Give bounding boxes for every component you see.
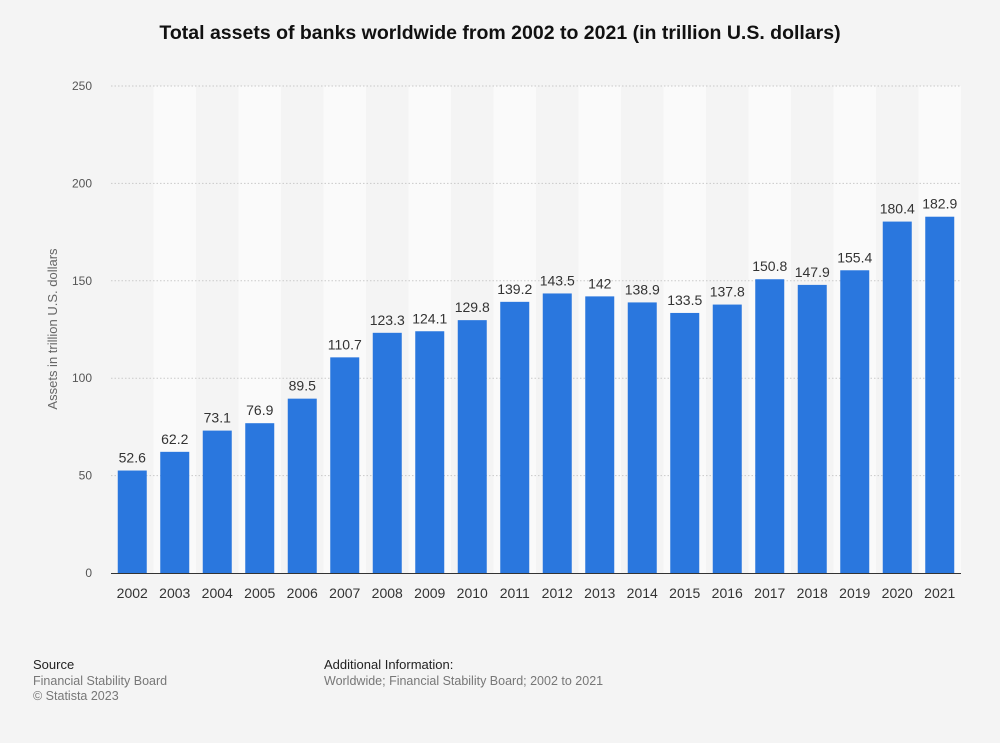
source-heading: Source: [33, 657, 75, 672]
bar-2009: [415, 331, 445, 573]
x-tick-label: 2004: [202, 585, 233, 601]
bar-2008: [372, 332, 402, 573]
x-tick-label: 2018: [797, 585, 828, 601]
x-tick-label: 2014: [627, 585, 658, 601]
x-tick-label: 2016: [712, 585, 743, 601]
bar-2002: [117, 470, 147, 573]
y-tick-label: 100: [72, 371, 92, 385]
chart-title: Total assets of banks worldwide from 200…: [159, 22, 841, 44]
bar-2016: [712, 304, 742, 573]
bar-value-label: 137.8: [710, 284, 745, 300]
x-tick-label: 2020: [882, 585, 913, 601]
bar-2021: [925, 216, 955, 573]
bar-2013: [585, 296, 615, 573]
x-tick-label: 2003: [159, 585, 190, 601]
x-tick-label: 2005: [244, 585, 275, 601]
y-axis-ticks: 0 50 100 150 200 250: [72, 79, 92, 580]
x-tick-label: 2008: [372, 585, 403, 601]
source-line: Financial Stability Board: [33, 674, 168, 688]
bar-value-label: 150.8: [752, 258, 787, 274]
y-axis-label: Assets in trillion U.S. dollars: [45, 248, 60, 410]
x-tick-label: 2009: [414, 585, 445, 601]
bars: [117, 216, 955, 573]
bar-value-label: 143.5: [540, 272, 575, 288]
bar-value-label: 139.2: [497, 281, 532, 297]
x-tick-label: 2015: [669, 585, 700, 601]
bar-2019: [840, 270, 870, 573]
x-tick-label: 2021: [924, 585, 955, 601]
y-tick-label: 200: [72, 176, 92, 190]
source-block: Source Financial Stability Board © Stati…: [33, 657, 167, 704]
bar-2017: [755, 279, 785, 573]
bar-value-label: 62.2: [161, 431, 188, 447]
x-tick-label: 2012: [542, 585, 573, 601]
bar-2015: [670, 312, 700, 573]
bar-value-label: 110.7: [328, 336, 362, 352]
bar-value-label: 76.9: [246, 402, 273, 418]
bar-value-label: 155.4: [837, 249, 872, 265]
y-tick-label: 250: [72, 79, 92, 93]
x-tick-label: 2017: [754, 585, 785, 601]
bar-2014: [627, 302, 657, 573]
bar-2006: [287, 398, 317, 573]
bar-2012: [542, 293, 572, 573]
additional-info-line: Worldwide; Financial Stability Board; 20…: [324, 674, 604, 688]
x-tick-label: 2013: [584, 585, 615, 601]
x-tick-label: 2019: [839, 585, 870, 601]
x-axis-ticks: 2002 2003 2004 2005 2006 2007 2008 2009 2010 2011…: [117, 585, 956, 601]
y-tick-label: 150: [72, 274, 92, 288]
y-tick-label: 0: [85, 566, 92, 580]
bar-value-label: 89.5: [289, 378, 316, 394]
bar-value-label: 133.5: [667, 292, 702, 308]
additional-info-block: Additional Information: Worldwide; Finan…: [324, 657, 603, 689]
bar-value-label: 129.8: [455, 299, 490, 315]
x-tick-label: 2007: [329, 585, 360, 601]
y-tick-label: 50: [79, 469, 93, 483]
bar-2010: [457, 320, 487, 573]
bar-value-label: 73.1: [204, 410, 231, 426]
bar-value-label: 147.9: [795, 264, 830, 280]
bar-2005: [245, 423, 275, 573]
bar-2018: [797, 284, 827, 573]
bar-2003: [160, 451, 190, 573]
bar-value-label: 124.1: [412, 310, 447, 326]
bar-2011: [500, 301, 530, 573]
bar-2007: [330, 357, 360, 573]
bar-value-label: 180.4: [880, 201, 915, 217]
bar-2020: [882, 221, 912, 573]
copyright-line: © Statista 2023: [33, 689, 119, 703]
bar-chart: 0 50 100 150 200 250 Assets in trillion U.S. …: [45, 79, 961, 601]
bar-value-labels: 52.6 62.2 73.1 76.9 89.5 110.7 123.3 124.1 129.8…: [119, 196, 958, 466]
bar-2004: [202, 430, 232, 573]
bar-value-label: 52.6: [119, 450, 146, 466]
x-tick-label: 2011: [500, 585, 530, 601]
x-tick-label: 2010: [457, 585, 488, 601]
bar-value-label: 182.9: [922, 196, 957, 212]
additional-info-heading: Additional Information:: [324, 657, 454, 672]
bar-value-label: 123.3: [370, 312, 405, 328]
x-tick-label: 2006: [287, 585, 318, 601]
x-tick-label: 2002: [117, 585, 148, 601]
bar-value-label: 138.9: [625, 281, 660, 297]
bar-value-label: 142: [588, 275, 612, 291]
